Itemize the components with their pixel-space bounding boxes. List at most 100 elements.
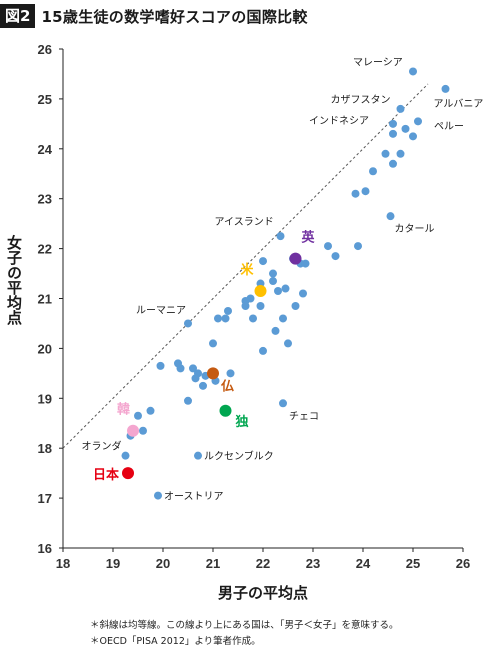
point-label: アルバニア [434,98,484,110]
data-point [324,242,332,251]
x-tick-label: 22 [256,556,270,571]
y-tick-label: 25 [38,92,52,107]
data-point [271,326,280,335]
data-point [389,159,397,168]
data-point [279,314,287,323]
y-tick-label: 24 [38,142,53,157]
data-point [381,149,390,158]
data-point [256,301,265,310]
data-point [401,124,410,133]
data-point [156,361,165,370]
point-label: マレーシア [353,57,403,68]
highlighted-label: 英 [301,230,316,246]
point-label: カタール [395,223,435,235]
data-point [146,406,155,415]
data-point [396,149,405,158]
y-tick-label: 17 [38,491,52,506]
data-point [354,242,362,251]
data-point [189,364,197,373]
y-tick-label: 19 [38,391,52,406]
highlighted-point [289,252,302,265]
data-point [441,84,450,93]
point-label: ルクセンブルク [204,450,274,463]
point-label: アイスランド [215,216,274,228]
data-point [389,129,397,138]
y-tick-label: 26 [38,42,52,57]
footnotes: ＊斜線は均等線。この線より上にある国は、「男子＜女子」を意味する。 ＊OECD「… [90,618,399,650]
data-point [249,314,257,323]
highlighted-label: 韓 [117,402,130,418]
data-point [291,301,300,310]
highlighted-point [254,285,267,298]
points-layer [121,67,450,500]
footnote-1: ＊斜線は均等線。この線より上にある国は、「男子＜女子」を意味する。 [90,620,399,631]
data-point [276,232,285,241]
y-axis-title: 女子の平均点 [5,234,23,326]
data-point [386,212,395,221]
x-tick-label: 25 [406,556,420,571]
data-point [331,252,340,261]
figure-tag: 図2 [0,4,36,28]
x-tick-label: 19 [106,556,120,571]
data-point [259,346,267,355]
x-tick-label: 24 [356,556,371,571]
data-point [389,119,397,128]
x-axis-title: 男子の平均点 [218,584,308,602]
data-point [284,339,292,348]
data-point [184,319,192,328]
data-point [396,104,405,113]
y-tick-label: 21 [38,292,52,307]
data-point [226,369,235,378]
data-point [139,426,147,435]
y-tick-label: 16 [38,541,52,556]
highlighted-point [127,424,139,437]
data-point [224,306,232,315]
y-tick-label: 18 [38,441,52,456]
data-point [241,301,250,310]
equality-line [62,83,429,449]
highlighted-point [122,467,134,480]
data-point [214,314,222,323]
scatter-chart: 18 19 20 21 22 23 24 25 26 16 17 18 19 20 21 22 23 24 25 26… [5,42,484,602]
data-point [409,67,417,76]
highlighted-point [219,404,232,417]
y-tick-label: 23 [38,192,52,207]
highlighted-label: 日本 [93,467,119,483]
data-point [281,284,290,293]
data-point [274,287,282,296]
data-point [269,277,277,286]
data-point [194,451,202,460]
point-label: オランダ [82,440,122,453]
highlighted-label: 独 [236,414,249,430]
highlighted-label: 米 [241,262,255,278]
data-point [209,339,217,348]
data-point [279,399,287,408]
figure-header: 図2 15歳生徒の数学嗜好スコアの国際比較 [0,3,308,29]
data-point [184,396,192,405]
data-point [259,257,267,266]
y-tick-label: 20 [38,341,52,356]
y-tick-label: 22 [38,242,52,257]
x-tick-label: 20 [156,556,170,571]
data-point [176,364,185,373]
data-point [191,374,200,383]
data-point [221,314,230,323]
data-point [409,132,417,141]
point-label: カザフスタン [331,94,391,106]
point-label: ルーマニア [136,305,186,316]
highlighted-point [207,367,219,380]
data-point [134,411,142,420]
point-label: オーストリア [164,491,224,503]
data-point [351,189,360,198]
data-point [299,289,307,298]
point-label: インドネシア [309,115,369,127]
data-point [269,269,277,278]
figure-title: 15歳生徒の数学嗜好スコアの国際比較 [41,7,308,26]
x-tick-label: 23 [306,556,320,571]
point-label: チェコ [289,410,319,422]
data-point [361,187,370,196]
reference-line-layer [62,83,429,449]
x-tick-label: 18 [56,556,70,571]
footnote-2: ＊OECD「PISA 2012」より筆者作成。 [90,636,261,647]
